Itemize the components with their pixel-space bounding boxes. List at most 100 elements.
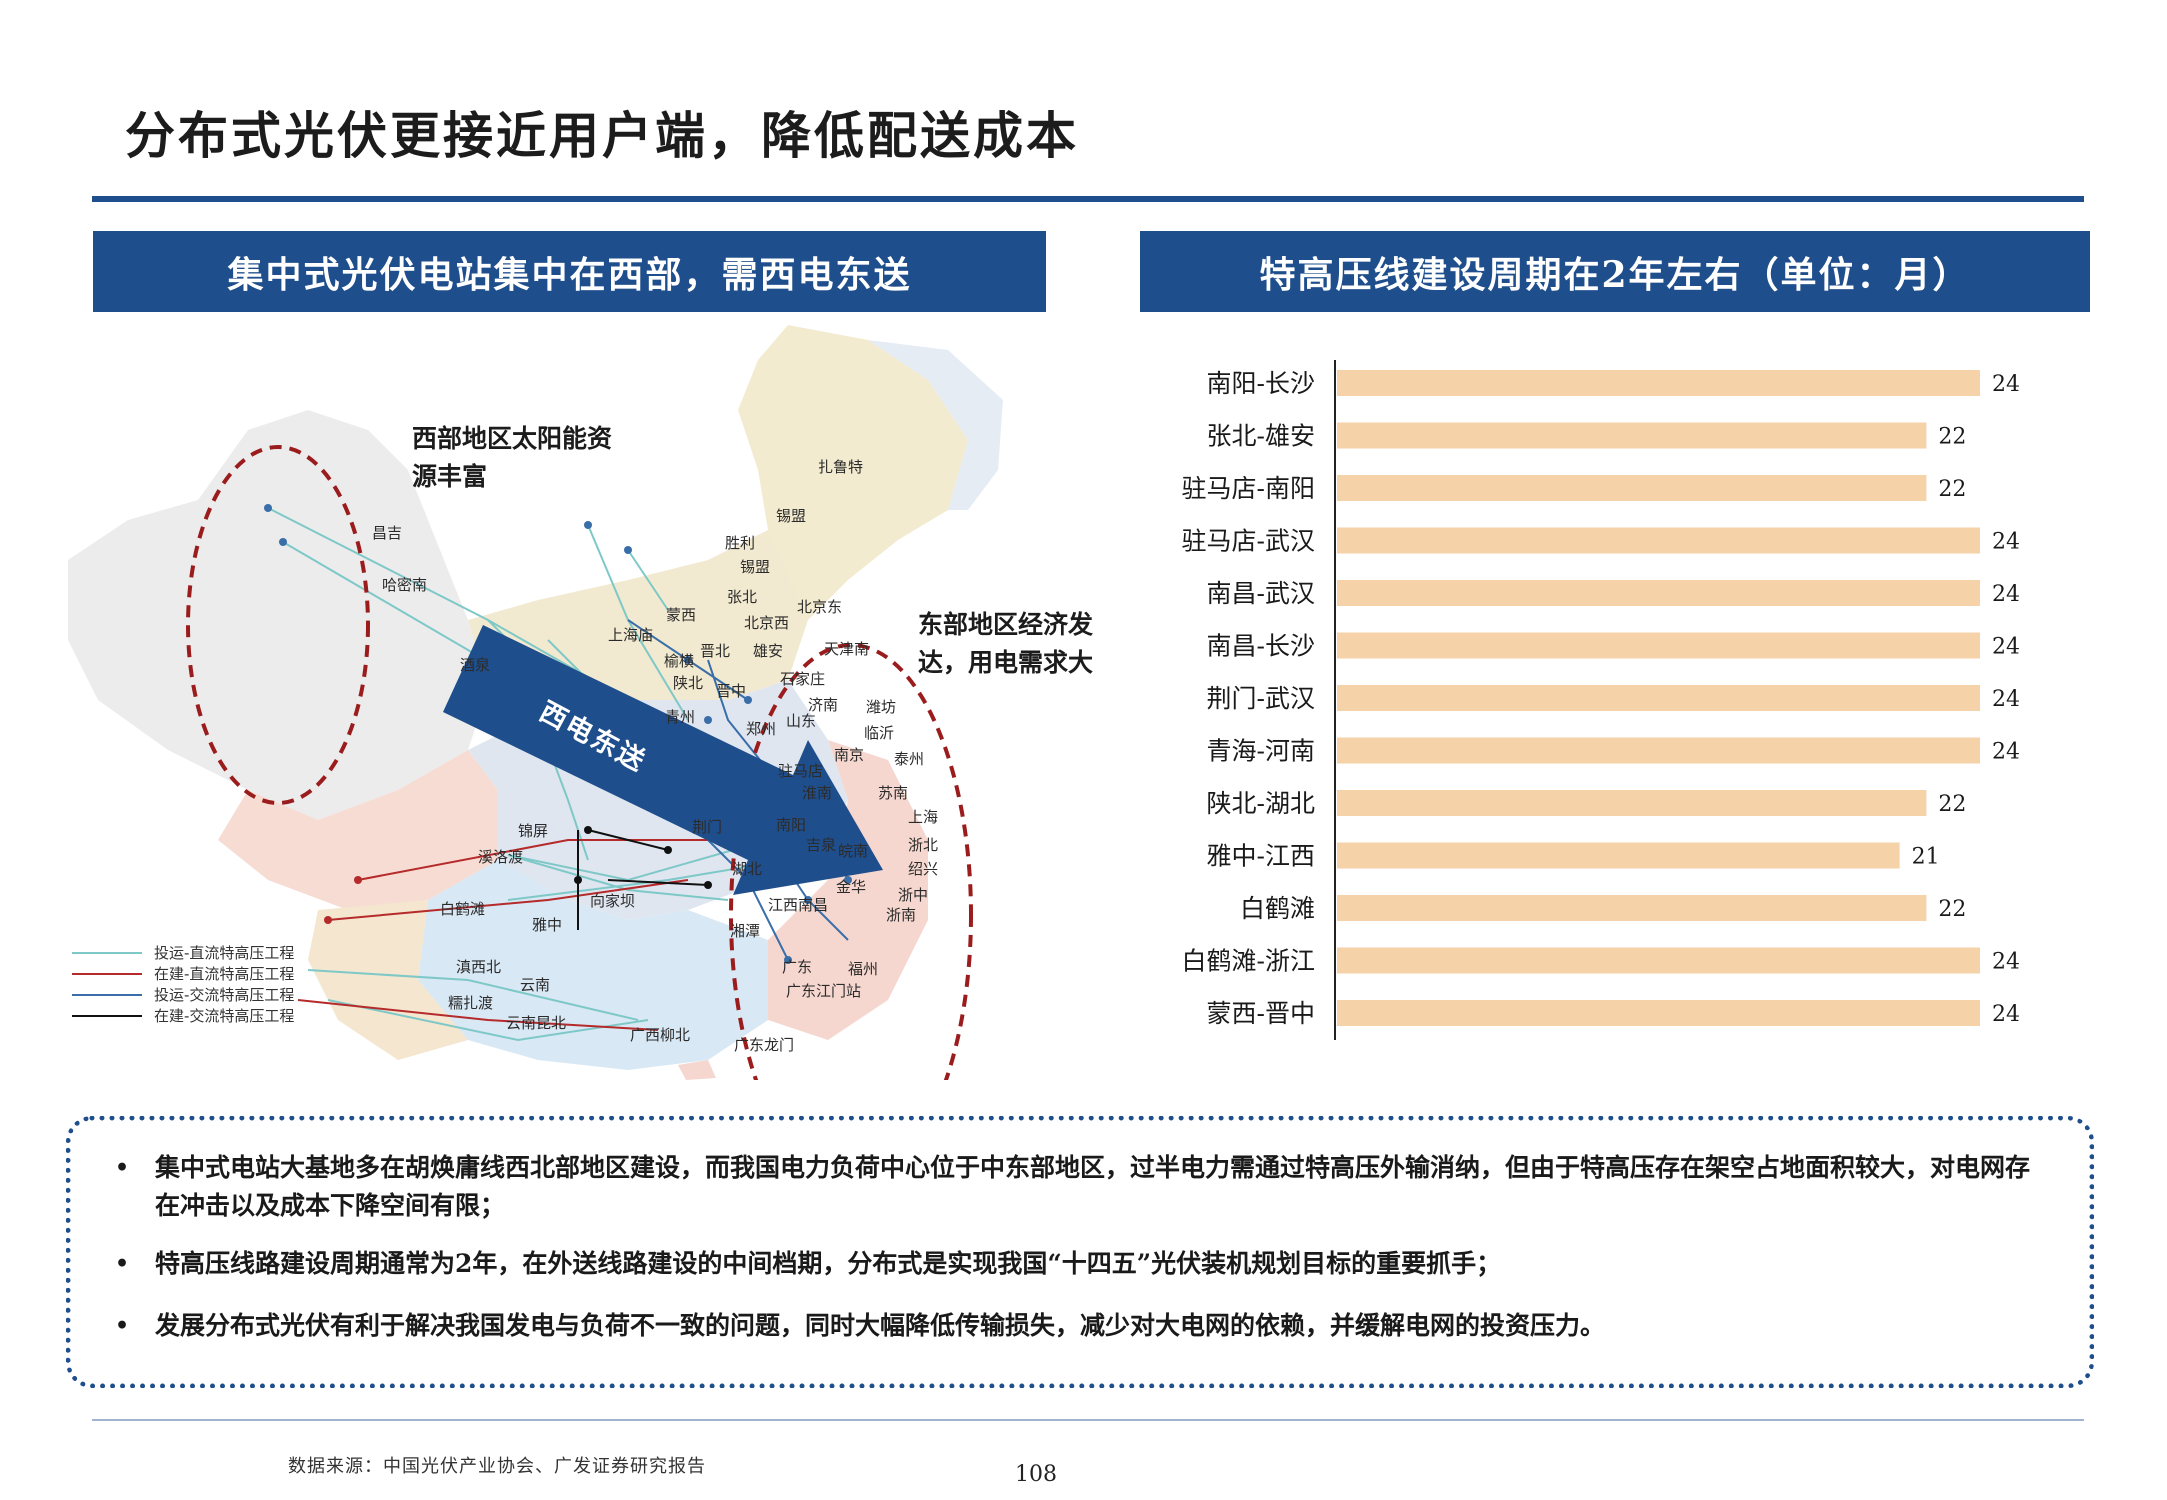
map-city-label: 南阳: [776, 816, 807, 834]
map-city-label: 青州: [665, 708, 696, 726]
data-source: 数据来源：中国光伏产业协会、广发证券研究报告: [288, 1456, 706, 1477]
bullet-text: 集中式电站大基地多在胡焕庸线西北部地区建设，而我国电力负荷中心位于中东部地区，过…: [155, 1153, 2031, 1220]
map-city-label: 向家坝: [590, 892, 636, 910]
map-city-label: 荆门: [692, 818, 723, 836]
map-city-label: 浙中: [898, 886, 929, 904]
legend-label: 投运-交流特高压工程: [154, 986, 295, 1004]
west-region-callout: 西部地区太阳能资源丰富: [412, 424, 613, 491]
bar-8: [1337, 737, 1980, 764]
bar-value-label: 24: [1992, 582, 2020, 607]
page-number: 108: [1015, 1462, 1057, 1487]
map-city-label: 张北: [727, 588, 758, 606]
title-divider: [92, 196, 2084, 202]
bar-value-label: 22: [1938, 425, 1966, 450]
bar-2: [1337, 422, 1927, 449]
legend-label: 在建-交流特高压工程: [154, 1007, 295, 1025]
red-dots: [324, 876, 362, 924]
map-city-label: 溪洛渡: [478, 848, 524, 866]
left-section-header: 集中式光伏电站集中在西部，需西电东送: [93, 231, 1046, 312]
bar-value-label: 22: [1938, 792, 1966, 817]
map-city-label: 酒泉: [460, 656, 491, 674]
map-city-label: 福州: [848, 960, 879, 978]
map-region-tibet: [218, 750, 498, 910]
map-city-label: 广西柳北: [630, 1026, 691, 1044]
bar-value-label: 24: [1992, 635, 2020, 660]
footer-divider: [92, 1419, 2084, 1421]
map-region-hainan: [678, 1060, 716, 1080]
map-city-label: 湖北: [732, 860, 763, 878]
bar-value-label: 24: [1992, 740, 2020, 765]
map-city-label: 江西南昌: [768, 896, 829, 914]
map-city-label: 临沂: [864, 724, 895, 742]
bar-value-label: 24: [1992, 1002, 2020, 1027]
bar-category-label: 荆门-武汉: [1207, 684, 1315, 713]
bar-category-label: 张北-雄安: [1207, 422, 1315, 451]
bar-value-label: 22: [1938, 477, 1966, 502]
bar-category-label: 蒙西-晋中: [1207, 999, 1315, 1028]
bar-3: [1337, 475, 1927, 501]
map-region-east: [768, 740, 928, 1040]
map-city-label: 晋北: [700, 642, 731, 660]
map-city-label: 浙南: [886, 906, 917, 924]
legend-swatch: [72, 1014, 142, 1017]
legend-swatch: [72, 972, 142, 975]
map-city-label: 云南昆北: [506, 1014, 567, 1032]
map-region-northeast: [738, 325, 968, 620]
construction-cycle-bar-chart: 南阳-长沙 24 张北-雄安 22 驻马店-南阳 22 驻马店-武汉 24 南昌-武汉 24 南昌-…: [1150, 360, 2070, 1040]
west-region-ellipse: [186, 445, 370, 805]
map-city-label: 锡盟: [740, 558, 771, 576]
map-city-label: 石家庄: [780, 670, 826, 688]
bar-category-label: 南昌-长沙: [1207, 632, 1315, 661]
bar-value-label: 24: [1992, 950, 2020, 975]
bullet-item: • 特高压线路建设周期通常为2年，在外送线路建设的中间档期，分布式是实现我国“十四…: [115, 1245, 2035, 1283]
legend-item: 投运-交流特高压工程: [72, 984, 294, 1005]
map-city-label: 苏南: [878, 784, 909, 802]
map-city-label: 绍兴: [908, 860, 939, 878]
bar-category-label: 青海-河南: [1207, 737, 1315, 766]
map-city-label: 雅中: [532, 916, 563, 934]
bar-value-label: 24: [1992, 687, 2020, 712]
map-city-label: 晋中: [716, 682, 747, 700]
bullet-item: • 发展分布式光伏有利于解决我国发电与负荷不一致的问题，同时大幅降低传输损失，减少…: [115, 1307, 2035, 1345]
map-city-label: 锡盟: [776, 507, 807, 525]
dc-construction-lines: [297, 839, 708, 1031]
map-city-label: 广东: [782, 958, 813, 976]
map-city-label: 济南: [808, 696, 839, 714]
east-region-ellipse: [729, 643, 973, 1080]
bullet-dot: •: [115, 1155, 130, 1181]
map-legend: 投运-直流特高压工程 在建-直流特高压工程 投运-交流特高压工程 在建-交流特高…: [72, 942, 294, 1026]
map-city-label: 北京东: [797, 598, 843, 616]
map-city-label: 白鹤滩: [440, 900, 486, 918]
bar-6: [1337, 632, 1980, 659]
map-city-label: 胜利: [725, 534, 756, 552]
bar-category-label: 南阳-长沙: [1207, 369, 1315, 398]
map-region-southwest: [308, 900, 468, 1060]
legend-item: 在建-交流特高压工程: [72, 1005, 294, 1026]
bar-category-label: 陕北-湖北: [1207, 789, 1315, 818]
bar-value-label: 24: [1992, 530, 2020, 555]
map-graphic: [68, 325, 1003, 1080]
bullet-dot: •: [115, 1251, 130, 1277]
legend-label: 投运-直流特高压工程: [154, 944, 295, 962]
map-city-label: 南京: [834, 746, 865, 764]
map-city-label: 上海庙: [608, 626, 654, 644]
map-city-label: 上海: [908, 808, 939, 826]
map-city-label: 锦屏: [518, 822, 549, 840]
map-city-label: 浙北: [908, 836, 939, 854]
map-city-label: 陕北: [673, 674, 704, 692]
east-region-callout: 东部地区经济发达，用电需求大: [918, 610, 1094, 677]
bullet-dot: •: [115, 1313, 130, 1339]
bar-category-label: 南昌-武汉: [1207, 579, 1315, 608]
bar-4: [1337, 527, 1980, 554]
bar-7: [1337, 685, 1980, 711]
bar-1: [1337, 370, 1980, 396]
map-city-label: 云南: [520, 976, 551, 994]
bar-value-label: 24: [1992, 372, 2020, 397]
map-city-label: 吉泉: [806, 836, 837, 854]
map-city-label: 扎鲁特: [818, 458, 864, 476]
bar-category-label: 驻马店-南阳: [1182, 474, 1315, 503]
bar-category-label: 白鹤滩-浙江: [1182, 947, 1315, 976]
map-city-label: 广东江门站: [786, 982, 862, 1000]
bullet-text: 特高压线路建设周期通常为2年，在外送线路建设的中间档期，分布式是实现我国“十四五…: [155, 1249, 1502, 1278]
map-city-label: 泰州: [894, 750, 925, 768]
